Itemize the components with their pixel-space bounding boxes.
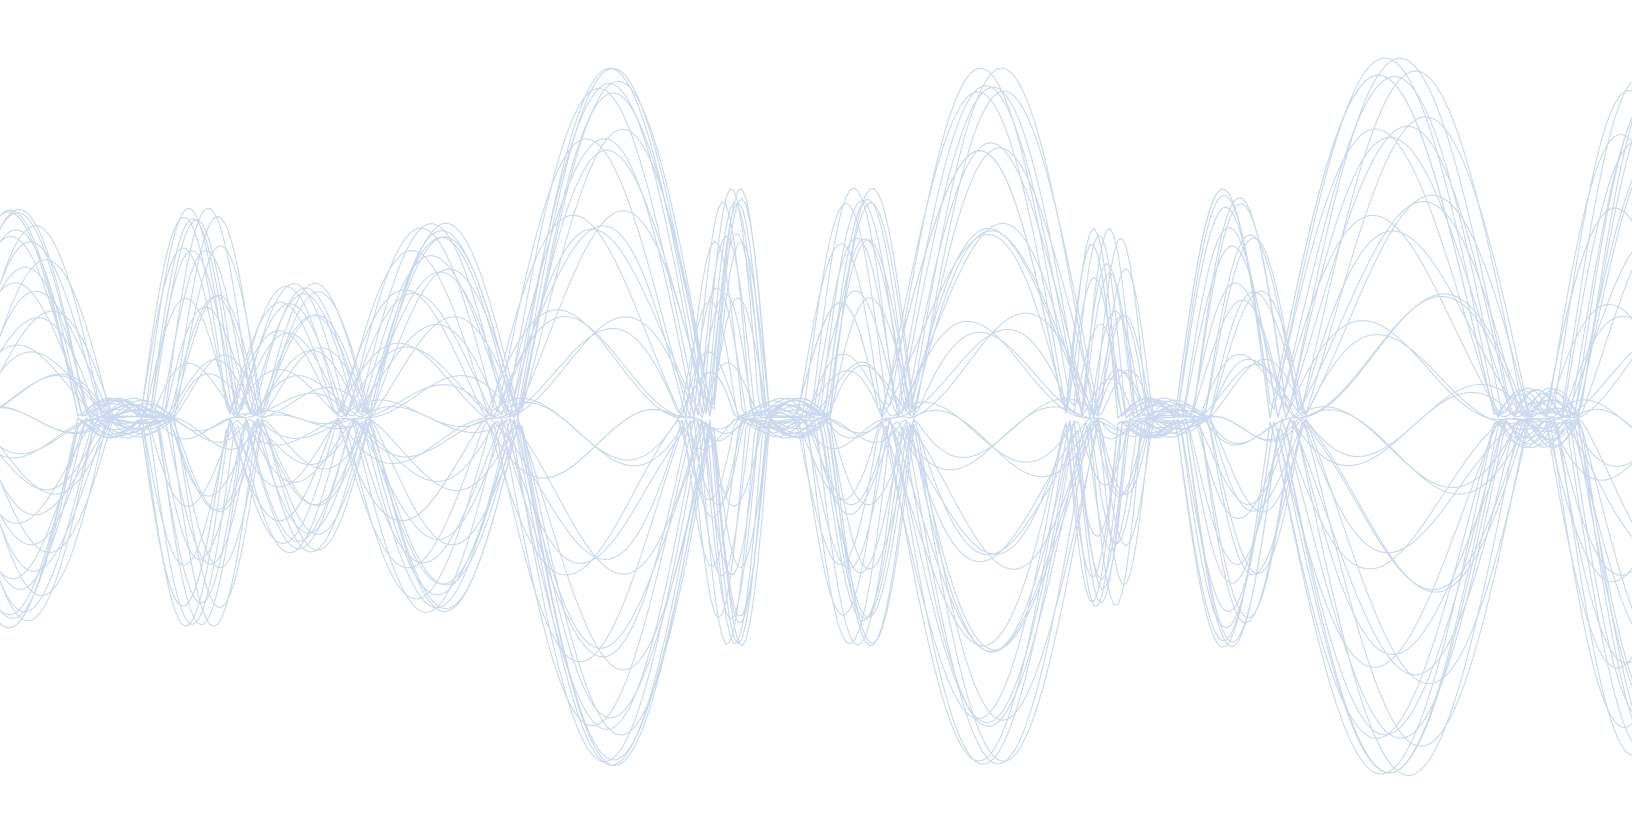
wave-line	[0, 75, 1632, 663]
wave-line	[0, 235, 1632, 762]
wave-line	[0, 211, 1632, 739]
wave-line	[0, 85, 1632, 538]
wave-line	[0, 250, 1632, 731]
wave-line	[0, 116, 1632, 719]
wave-line	[0, 74, 1632, 629]
wave-line	[0, 74, 1632, 629]
wave-line	[0, 212, 1632, 736]
wave-line	[0, 207, 1632, 776]
wave-line	[0, 116, 1632, 763]
wave-line	[0, 57, 1632, 627]
wave-line	[0, 81, 1632, 727]
wave-line	[0, 179, 1632, 766]
wave-line	[0, 67, 1632, 688]
wave-line	[0, 70, 1632, 649]
wave-line	[0, 208, 1632, 774]
wave-line	[0, 67, 1632, 580]
wave-line	[0, 92, 1632, 708]
wave-line	[0, 90, 1632, 524]
wave-line	[0, 80, 1632, 610]
wave-line	[0, 67, 1632, 681]
wave-line	[0, 87, 1632, 743]
wave-line	[0, 138, 1632, 756]
wave-line	[0, 91, 1632, 616]
wave-lines-group	[0, 57, 1632, 776]
wave-line	[0, 209, 1632, 775]
wave-line	[0, 57, 1632, 626]
wave-line	[0, 282, 1632, 765]
